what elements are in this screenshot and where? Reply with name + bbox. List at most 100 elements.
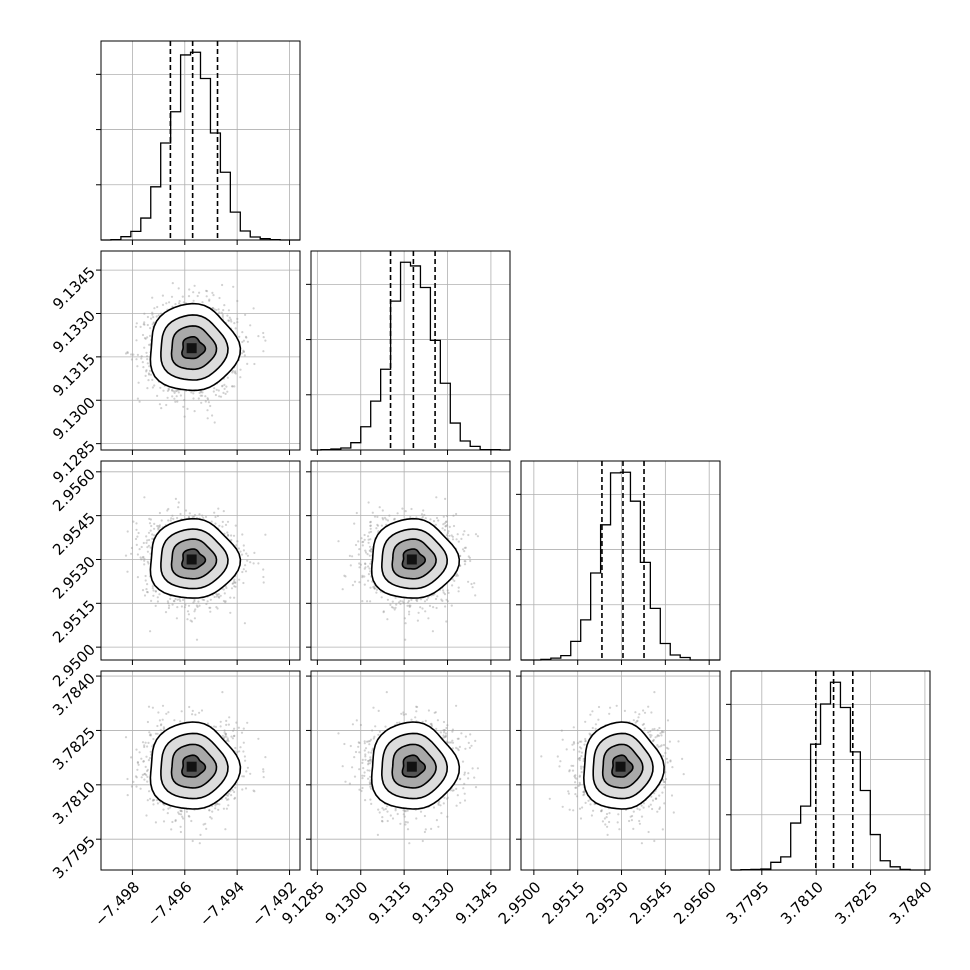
sample-point — [223, 592, 226, 595]
sample-point — [149, 546, 152, 549]
sample-point — [206, 417, 209, 420]
hist-panel-4 — [726, 670, 931, 871]
sample-point — [226, 533, 230, 537]
sample-point — [233, 322, 236, 325]
sample-point — [232, 285, 235, 288]
sample-point — [126, 351, 129, 354]
sample-point — [195, 604, 198, 607]
sample-point — [176, 400, 179, 403]
sample-point — [209, 404, 212, 408]
sample-point — [341, 588, 344, 591]
sample-point — [401, 600, 404, 603]
sample-point — [136, 576, 139, 579]
sample-point — [135, 358, 138, 361]
sample-point — [219, 395, 223, 398]
hist-step — [311, 261, 510, 451]
sample-point — [227, 319, 230, 322]
sample-point — [459, 554, 462, 558]
sample-point — [361, 574, 364, 577]
sample-point — [143, 323, 146, 326]
sample-point — [140, 545, 143, 549]
sample-point — [422, 509, 425, 512]
sample-point — [192, 397, 195, 400]
sample-point — [262, 575, 265, 579]
sample-point — [364, 551, 368, 554]
sample-point — [230, 385, 234, 388]
sample-point — [401, 507, 404, 510]
sample-point — [142, 323, 145, 326]
sample-point — [141, 361, 144, 364]
sample-point — [213, 511, 216, 514]
sample-point — [224, 392, 227, 395]
sample-point — [146, 583, 149, 586]
sample-point — [244, 335, 248, 338]
sample-point — [383, 516, 387, 520]
sample-point — [368, 531, 371, 534]
sample-point — [378, 506, 381, 509]
sample-point — [156, 394, 159, 397]
sample-point — [230, 320, 233, 323]
sample-point — [227, 534, 230, 537]
sample-point — [176, 516, 179, 520]
sample-point — [174, 400, 177, 403]
sample-point — [445, 534, 448, 537]
panel-frame — [520, 460, 721, 661]
sample-point — [167, 606, 170, 610]
sample-point — [373, 585, 376, 588]
sample-point — [218, 596, 221, 599]
sample-point — [197, 397, 200, 400]
sample-point — [205, 295, 208, 298]
sample-point — [441, 599, 444, 603]
panel-frame — [100, 460, 301, 661]
sample-point — [139, 556, 142, 559]
sample-point — [367, 579, 370, 582]
sample-point — [432, 520, 436, 523]
sample-point — [126, 530, 129, 533]
sample-point — [233, 385, 236, 388]
sample-point — [187, 295, 191, 298]
sample-point — [232, 534, 236, 537]
sample-point — [157, 525, 160, 528]
sample-point — [160, 407, 163, 410]
sample-point — [167, 602, 170, 605]
sample-point — [213, 387, 216, 390]
sample-point — [158, 403, 161, 406]
sample-point — [244, 564, 247, 567]
sample-point — [218, 524, 221, 527]
sample-point — [201, 301, 204, 304]
sample-point — [262, 331, 265, 335]
hist-panel-1 — [96, 40, 301, 245]
sample-point — [173, 391, 176, 394]
sample-point — [149, 630, 152, 633]
sample-point — [145, 351, 148, 354]
sample-point — [221, 315, 224, 318]
sample-point — [399, 599, 402, 603]
sample-point — [145, 588, 148, 591]
sample-point — [148, 517, 151, 521]
sample-point — [135, 339, 138, 342]
sample-point — [143, 312, 146, 315]
sample-point — [393, 518, 396, 521]
panel-frame — [310, 250, 511, 451]
sample-point — [229, 596, 232, 599]
sample-point — [354, 543, 358, 547]
sample-point — [376, 523, 379, 526]
sample-point — [166, 509, 169, 512]
sample-point — [369, 586, 372, 589]
sample-point — [241, 331, 244, 334]
sample-point — [443, 522, 446, 525]
sample-point — [367, 573, 370, 576]
sample-point — [130, 552, 133, 555]
sample-point — [152, 316, 155, 319]
sample-point — [425, 598, 429, 601]
sample-point — [417, 611, 420, 614]
sample-point — [444, 605, 447, 608]
sample-point — [447, 591, 450, 595]
sample-point — [232, 580, 235, 583]
sample-point — [242, 568, 245, 571]
sample-point — [409, 604, 412, 607]
sample-point — [456, 574, 459, 577]
sample-point — [233, 581, 237, 584]
sample-point — [177, 389, 180, 392]
